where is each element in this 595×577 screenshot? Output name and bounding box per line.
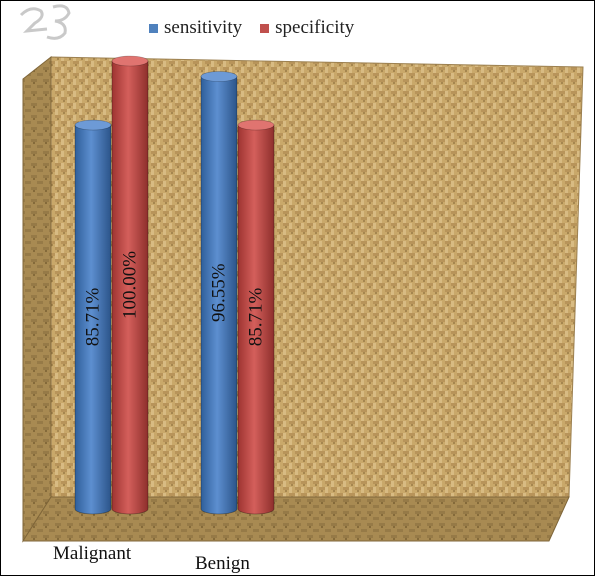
bar-cap-sensitivity-benign [200, 71, 238, 82]
legend-label-specificity: specificity [275, 17, 355, 38]
bar-cap-specificity-benign [237, 119, 275, 131]
legend-label-sensitivity: sensitivity [164, 17, 243, 38]
bar-cap-sensitivity-malignant [74, 119, 112, 131]
bar-specificity-malignant [111, 60, 149, 515]
chart-side-wall [22, 55, 52, 543]
data-label-sensitivity-malignant: 85.71% [83, 288, 104, 347]
category-label-malignant: Malignant [53, 543, 132, 564]
legend-swatch-specificity [260, 23, 270, 33]
data-label-specificity-benign: 85.71% [246, 288, 267, 347]
bar-sensitivity-malignant [74, 124, 112, 515]
data-label-specificity-malignant: 100.00% [120, 251, 141, 319]
category-label-benign: Benign [195, 553, 250, 574]
chart-floor [22, 496, 570, 542]
legend-item-specificity: specificity [260, 17, 354, 39]
bar-cap-specificity-malignant [111, 55, 149, 67]
bar-sensitivity-benign [200, 76, 238, 515]
legend-swatch-sensitivity [149, 23, 158, 33]
data-label-sensitivity-benign: 96.55% [209, 263, 230, 322]
chart-legend: sensitivity specificity [149, 15, 372, 41]
bar-specificity-benign [237, 124, 275, 515]
watermark-stamp [19, 4, 71, 40]
legend-item-sensitivity: sensitivity [149, 17, 242, 39]
